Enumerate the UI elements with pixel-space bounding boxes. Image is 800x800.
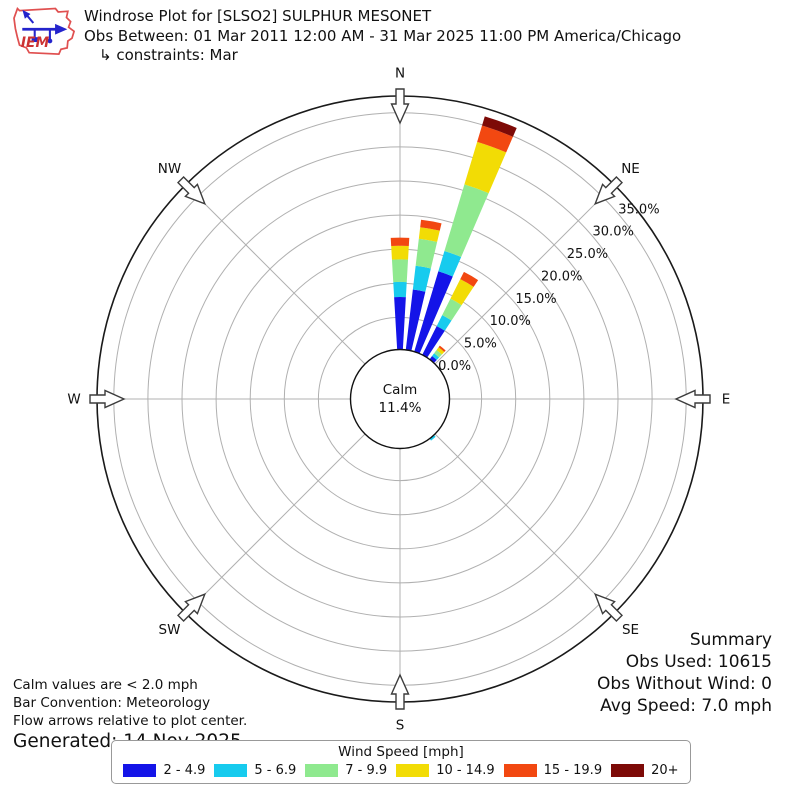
- compass-label: SE: [622, 622, 639, 638]
- compass-label: W: [67, 392, 80, 408]
- legend-label: 20+: [651, 763, 679, 778]
- windrose-bar-segment: [477, 125, 513, 153]
- obs-range-subtitle: Obs Between: 01 Mar 2011 12:00 AM - 31 M…: [84, 26, 682, 45]
- compass-label: SW: [159, 622, 181, 638]
- flow-arrow: [390, 673, 410, 710]
- grid-spoke: [185, 398, 401, 614]
- radial-tick-label: 25.0%: [567, 247, 608, 262]
- constraints-line: ↳ constraints: Mar: [99, 46, 238, 64]
- radial-tick-label: 20.0%: [541, 269, 582, 284]
- compass-label: NE: [621, 161, 640, 177]
- radial-tick-label: 5.0%: [464, 336, 497, 351]
- radial-tick-label: 30.0%: [593, 225, 634, 240]
- compass-label: NW: [158, 161, 181, 177]
- windrose-bar-segment: [444, 184, 489, 258]
- windrose-bar-segment: [393, 281, 407, 298]
- obs-used-value: Obs Used: 10615: [625, 652, 772, 672]
- wind-speed-legend: Wind Speed [mph] 2 - 4.9 5 - 6.9 7 - 9.9…: [111, 740, 691, 784]
- windrose-bar-segment: [436, 347, 445, 355]
- avg-speed-value: Avg Speed: 7.0 mph: [600, 696, 772, 716]
- legend-swatch-yellow: [396, 764, 430, 777]
- windrose-bar-segment: [432, 353, 440, 360]
- legend-swatch-darkred: [611, 764, 645, 777]
- obs-without-wind-value: Obs Without Wind: 0: [597, 674, 772, 694]
- header: Windrose Plot for [SLSO2] SULPHUR MESONE…: [84, 7, 681, 66]
- windrose-bar-segment: [394, 296, 406, 352]
- flow-arrow: [177, 176, 207, 206]
- summary-heading: Summary: [689, 630, 772, 650]
- flow-arrow: [177, 592, 207, 622]
- legend-label: 2 - 4.9: [163, 763, 206, 778]
- calm-percentage: 11.4%: [379, 400, 422, 416]
- grid-spoke: [185, 184, 401, 400]
- legend-item: 5 - 6.9: [214, 763, 296, 778]
- page-title: Windrose Plot for [SLSO2] SULPHUR MESONE…: [84, 7, 432, 25]
- compass-label: S: [396, 718, 405, 734]
- legend-item: 7 - 9.9: [305, 763, 387, 778]
- radial-tick-label: 10.0%: [490, 314, 531, 329]
- legend-swatch-green: [305, 764, 339, 777]
- windrose-bar-segment: [413, 271, 453, 356]
- legend-item: 20+: [611, 763, 679, 778]
- legend-label: 10 - 14.9: [436, 763, 495, 778]
- windrose-bar-segment: [415, 238, 438, 269]
- legend-swatch-orange: [503, 764, 537, 777]
- legend-item: 2 - 4.9: [123, 763, 205, 778]
- legend-item: 10 - 14.9: [396, 763, 495, 778]
- windrose-bar-segment: [429, 434, 436, 441]
- compass-label: N: [395, 66, 405, 82]
- legend-swatch-cyan: [214, 764, 248, 777]
- legend-label: 5 - 6.9: [254, 763, 297, 778]
- bar-convention-note: Bar Convention: Meteorology: [13, 695, 211, 711]
- windrose-bar-segment: [464, 141, 507, 194]
- windrose-bar-segment: [438, 250, 462, 277]
- windrose-bar-segment: [420, 219, 442, 231]
- calm-circle: [349, 348, 451, 450]
- iem-logo-text: IEM: [21, 35, 50, 51]
- flow-arrow: [593, 592, 623, 622]
- calm-threshold-note: Calm values are < 2.0 mph: [13, 677, 198, 693]
- radial-tick-label: 15.0%: [515, 292, 556, 307]
- wind-vane-icon: [22, 9, 68, 44]
- windrose-bar-segment: [442, 298, 462, 321]
- compass-label: E: [722, 392, 731, 408]
- windrose-bar-segment: [436, 315, 452, 331]
- flow-arrow: [593, 176, 623, 206]
- windrose-bar-segment: [418, 227, 440, 242]
- windrose-bar-segment: [412, 265, 431, 292]
- legend-swatch-blue: [123, 764, 157, 777]
- windrose-bar-segment: [391, 245, 409, 260]
- legend-label: 7 - 9.9: [345, 763, 388, 778]
- radial-tick-label: 35.0%: [618, 202, 659, 217]
- windrose-bar-segment: [391, 259, 409, 283]
- flow-arrows-note: Flow arrows relative to plot center.: [13, 713, 248, 729]
- legend-item: 15 - 19.9: [503, 763, 603, 778]
- windrose-bar-segment: [405, 289, 426, 353]
- calm-label: Calm: [383, 382, 418, 398]
- flow-arrow: [89, 389, 126, 409]
- windrose-bar-segment: [450, 279, 474, 306]
- flow-arrow: [390, 88, 410, 125]
- windrose-bar-segment: [434, 349, 442, 358]
- radial-tick-label: 0.0%: [438, 359, 471, 374]
- flow-arrow: [674, 389, 711, 409]
- windrose-bar-segment: [438, 345, 446, 353]
- iem-logo: IEM: [13, 6, 76, 55]
- legend-title: Wind Speed [mph]: [338, 744, 464, 760]
- windrose-bar-segment: [421, 326, 445, 360]
- summary-block: Summary Obs Used: 10615 Obs Without Wind…: [597, 629, 772, 717]
- iowa-outline: [13, 6, 76, 55]
- legend-label: 15 - 19.9: [543, 763, 603, 778]
- windrose-bar-segment: [460, 271, 479, 287]
- windrose-bar-segment: [482, 116, 517, 137]
- grid-spoke: [399, 184, 615, 400]
- grid-spoke: [399, 398, 615, 614]
- legend-row: 2 - 4.9 5 - 6.9 7 - 9.9 10 - 14.9 15 - 1…: [112, 763, 690, 778]
- windrose-bar-segment: [390, 237, 410, 247]
